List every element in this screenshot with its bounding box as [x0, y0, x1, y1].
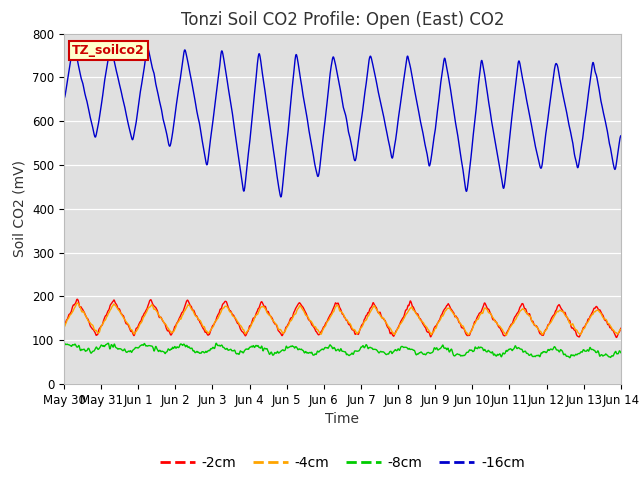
- Y-axis label: Soil CO2 (mV): Soil CO2 (mV): [12, 160, 26, 257]
- Legend: -2cm, -4cm, -8cm, -16cm: -2cm, -4cm, -8cm, -16cm: [154, 450, 531, 475]
- Title: Tonzi Soil CO2 Profile: Open (East) CO2: Tonzi Soil CO2 Profile: Open (East) CO2: [180, 11, 504, 29]
- X-axis label: Time: Time: [325, 412, 360, 426]
- Text: TZ_soilco2: TZ_soilco2: [72, 44, 145, 57]
